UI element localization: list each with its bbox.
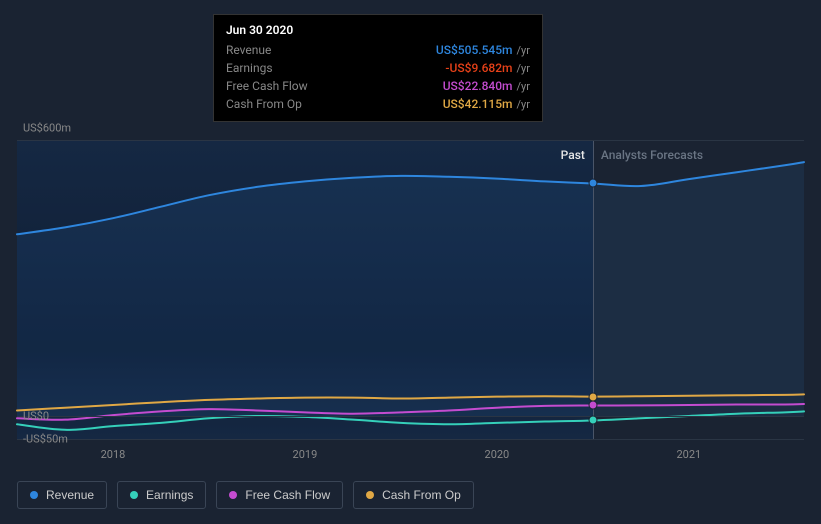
legend-item-fcf[interactable]: Free Cash Flow <box>216 481 343 509</box>
tooltip-row-label: Free Cash Flow <box>226 79 308 93</box>
chart-svg <box>17 140 804 439</box>
legend-item-cashfromop[interactable]: Cash From Op <box>353 481 474 509</box>
region-label-forecast: Analysts Forecasts <box>601 148 703 162</box>
tooltip-row-label: Revenue <box>226 43 271 57</box>
tooltip-row-value: -US$9.682m <box>445 61 512 75</box>
tooltip-row: Free Cash Flow US$22.840m/yr <box>226 77 530 95</box>
x-axis-label: 2019 <box>293 448 318 461</box>
legend-dot-icon <box>130 491 138 499</box>
legend-item-label: Cash From Op <box>382 488 461 502</box>
tooltip-row-label: Earnings <box>226 61 273 75</box>
chart-tooltip: Jun 30 2020 RevenueUS$505.545m/yrEarning… <box>213 14 543 122</box>
marker-revenue <box>588 179 597 188</box>
marker-earnings <box>588 416 597 425</box>
legend-item-label: Earnings <box>146 488 193 502</box>
x-axis-label: 2021 <box>676 448 701 461</box>
tooltip-row-suffix: /yr <box>517 44 530 57</box>
tooltip-row: Revenue US$505.545m/yr <box>226 41 530 59</box>
chart-plot-area[interactable]: Past Analysts Forecasts <box>17 140 804 439</box>
legend-item-label: Revenue <box>46 488 94 502</box>
legend-dot-icon <box>30 491 38 499</box>
marker-cashfromop <box>588 392 597 401</box>
gridline <box>17 416 804 417</box>
legend-item-revenue[interactable]: Revenue <box>17 481 107 509</box>
marker-fcf <box>588 401 597 410</box>
chart-legend: Revenue Earnings Free Cash Flow Cash From O… <box>17 481 474 509</box>
tooltip-row-suffix: /yr <box>517 80 530 93</box>
tooltip-row-value: US$505.545m <box>436 43 513 57</box>
tooltip-row-label: Cash From Op <box>226 97 302 111</box>
tooltip-row: Earnings -US$9.682m/yr <box>226 59 530 77</box>
x-axis-label: 2020 <box>485 448 510 461</box>
series-fill-revenue <box>17 162 804 416</box>
gridline <box>17 140 804 141</box>
legend-dot-icon <box>366 491 374 499</box>
financials-chart: Jun 30 2020 RevenueUS$505.545m/yrEarning… <box>0 0 821 524</box>
gridline <box>17 439 804 440</box>
legend-item-earnings[interactable]: Earnings <box>117 481 206 509</box>
tooltip-row-suffix: /yr <box>517 98 530 111</box>
x-axis-label: 2018 <box>101 448 126 461</box>
tooltip-row-suffix: /yr <box>517 62 530 75</box>
region-label-past: Past <box>561 148 585 162</box>
legend-item-label: Free Cash Flow <box>245 488 330 502</box>
tooltip-row: Cash From Op US$42.115m/yr <box>226 95 530 113</box>
tooltip-date: Jun 30 2020 <box>226 23 530 37</box>
legend-dot-icon <box>229 491 237 499</box>
tooltip-row-value: US$42.115m <box>443 97 513 111</box>
tooltip-row-value: US$22.840m <box>443 79 513 93</box>
